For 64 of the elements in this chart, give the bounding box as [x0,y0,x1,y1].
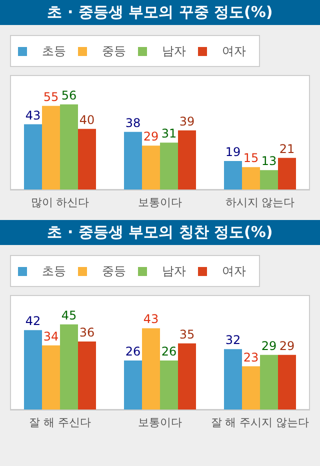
bar [42,345,60,410]
data-label: 34 [43,329,59,344]
legend-label: 남자 [162,42,186,60]
data-label: 29 [261,338,277,353]
data-label: 40 [79,112,95,127]
x-tick-label: 보통이다 [138,416,182,429]
data-label: 45 [61,308,77,322]
data-label: 21 [279,142,295,156]
x-tick-label: 잘 해 주신다 [29,416,91,429]
data-label: 15 [243,151,259,166]
bar [224,160,242,190]
bar [260,170,278,190]
bar [160,360,178,410]
legend-label: 남자 [162,262,186,280]
bar [242,167,260,190]
bar [124,360,142,410]
bar [78,128,96,190]
data-label: 31 [161,126,177,141]
bar [42,106,60,190]
legend-label: 여자 [222,42,246,60]
data-label: 42 [25,314,41,328]
x-tick-label: 잘 해 주시지 않는다 [210,416,310,429]
bar [242,366,260,410]
data-label: 55 [43,90,59,104]
chart-title: 초 · 중등생 부모의 칭찬 정도(%) [0,220,320,245]
bar [278,158,296,190]
bar [178,130,196,190]
bar [278,354,296,410]
data-label: 32 [225,333,241,348]
legend-label: 중등 [102,262,126,280]
bar [224,349,242,410]
data-label: 43 [25,108,41,122]
bar [24,124,42,190]
data-label: 35 [179,327,195,342]
legend-label: 중등 [102,42,126,60]
x-tick-label: 많이 하신다 [30,196,90,209]
bar [178,343,196,410]
chart-title: 초 · 중등생 부모의 꾸중 정도(%) [0,0,320,25]
bar [142,146,160,190]
data-label: 43 [143,312,159,326]
data-label: 29 [143,130,159,144]
data-label: 13 [261,154,277,168]
legend-label: 여자 [222,262,246,280]
bar [260,354,278,410]
x-tick-label: 하시지 않는다 [225,196,295,209]
bar [78,342,96,410]
data-label: 39 [179,114,195,128]
data-label: 26 [161,344,177,359]
data-label: 19 [225,144,241,159]
legend-label: 초등 [42,262,66,280]
legend-label: 초등 [42,42,66,60]
bar [24,330,42,410]
x-tick-label: 보통이다 [138,196,182,209]
data-label: 23 [243,350,259,364]
bar [60,104,78,190]
data-label: 36 [79,326,95,340]
data-label: 38 [125,116,141,130]
data-label: 26 [125,344,141,359]
data-label: 29 [279,338,295,353]
bar [142,328,160,410]
bar [160,142,178,190]
bar [60,324,78,410]
data-label: 56 [61,88,77,102]
bar [124,132,142,190]
